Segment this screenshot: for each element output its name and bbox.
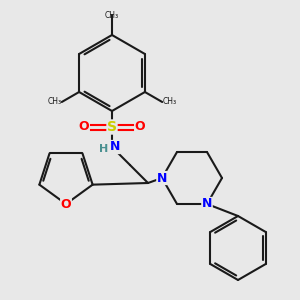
Text: N: N bbox=[110, 140, 120, 154]
Text: N: N bbox=[157, 172, 167, 184]
Text: H: H bbox=[99, 144, 109, 154]
Text: S: S bbox=[107, 120, 117, 134]
Text: CH₃: CH₃ bbox=[48, 98, 62, 106]
Text: O: O bbox=[61, 197, 71, 211]
Text: CH₃: CH₃ bbox=[105, 11, 119, 20]
Text: CH₃: CH₃ bbox=[162, 98, 176, 106]
Text: O: O bbox=[135, 121, 145, 134]
Text: O: O bbox=[79, 121, 89, 134]
Text: N: N bbox=[202, 197, 212, 211]
